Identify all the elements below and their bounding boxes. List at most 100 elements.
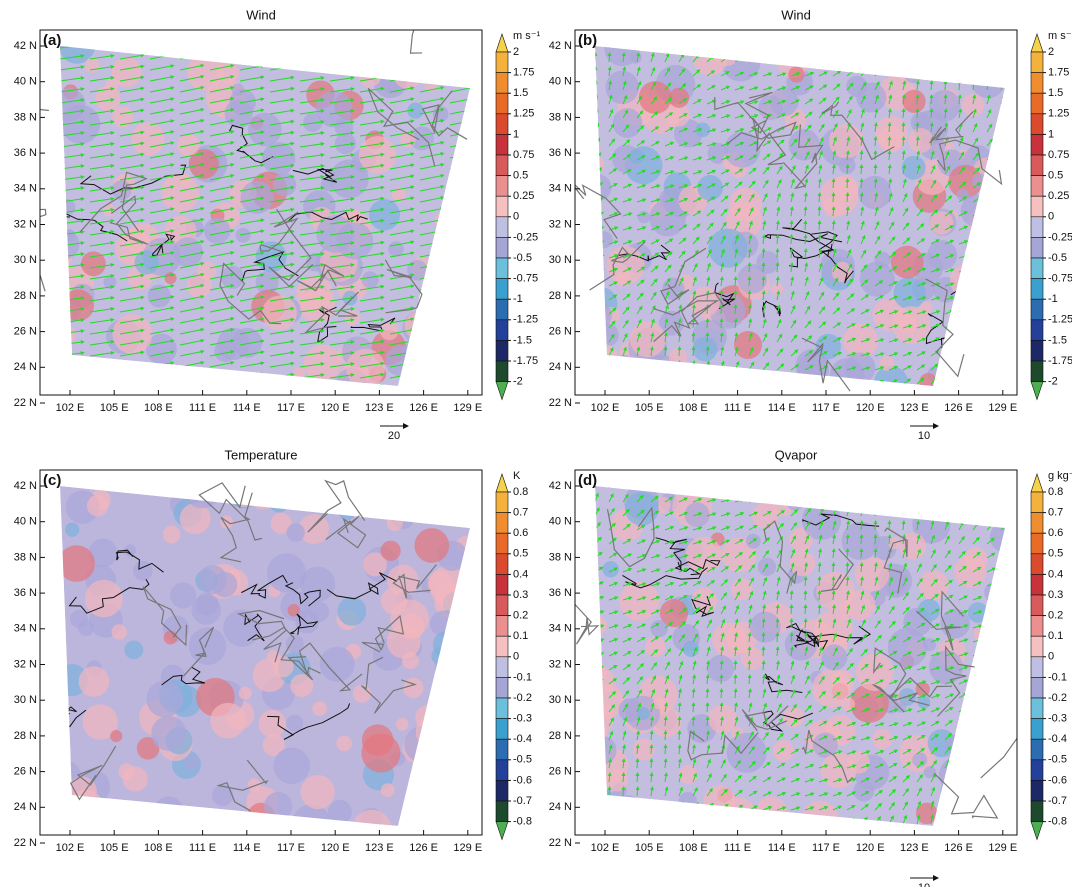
wind-vector (749, 661, 750, 670)
lat-label: 28 N (549, 290, 572, 302)
field-blob (381, 541, 401, 561)
lat-label: 22 N (549, 837, 572, 849)
wind-vector (651, 759, 652, 768)
lon-label: 129 E (988, 842, 1017, 854)
lon-label: 123 E (365, 842, 394, 854)
colorbar-label: 0.75 (513, 149, 534, 161)
field-blob (369, 199, 400, 230)
lon-label: 114 E (768, 842, 796, 854)
colorbar-band (496, 780, 508, 801)
colorbar-unit: K (513, 470, 521, 482)
field-blob (758, 558, 776, 576)
colorbar-triangle (496, 822, 508, 840)
field-blob (846, 76, 867, 97)
colorbar-band (496, 677, 508, 698)
lat-label: 24 N (14, 361, 37, 373)
colorbar-band (1031, 217, 1043, 238)
wind-vector (819, 207, 820, 216)
colorbar-label: 2 (513, 46, 519, 58)
colorbar-label: -0.5 (513, 252, 532, 264)
wind-vector (903, 123, 904, 132)
lat-label: 38 N (549, 551, 572, 563)
field-blob (173, 237, 203, 267)
colorbar-band (496, 93, 508, 114)
colorbar-band (1031, 698, 1043, 719)
lat-label: 36 N (549, 147, 572, 159)
field-blob (697, 175, 723, 201)
lon-label: 126 E (944, 402, 973, 414)
lat-label: 22 N (14, 837, 37, 849)
colorbar-band (496, 196, 508, 217)
lat-label: 28 N (14, 290, 37, 302)
lat-label: 42 N (14, 480, 37, 492)
colorbar-triangle (1031, 34, 1043, 52)
colorbar-band (496, 155, 508, 176)
field-blob (111, 624, 126, 639)
lat-label: 42 N (549, 40, 572, 52)
field-blob (752, 502, 778, 528)
field-blob (387, 624, 421, 658)
lat-label: 36 N (14, 147, 37, 159)
wind-vector (623, 773, 624, 782)
field-blob (381, 783, 395, 797)
field-blob (613, 108, 643, 138)
lon-label: 105 E (100, 402, 129, 414)
wind-vector (721, 689, 722, 698)
field-blob (693, 337, 718, 362)
lat-label: 24 N (549, 801, 572, 813)
wind-vector (749, 647, 750, 656)
colorbar-label: -0.75 (513, 273, 538, 285)
field-blob (821, 644, 847, 670)
colorbar-label: -0.2 (513, 692, 532, 704)
colorbar-band (1031, 52, 1043, 73)
lon-label: 126 E (409, 402, 438, 414)
colorbar-band (1031, 196, 1043, 217)
colorbar-band (496, 176, 508, 197)
field-blob (337, 736, 352, 751)
colorbar-label: 1.5 (1048, 87, 1063, 99)
wind-vector (735, 291, 736, 300)
field-blob (683, 641, 699, 657)
colorbar-band (1031, 155, 1043, 176)
field-blob (727, 733, 767, 773)
field-blob (964, 547, 988, 571)
lon-label: 129 E (453, 842, 482, 854)
field-blob (217, 61, 239, 83)
lat-label: 30 N (14, 694, 37, 706)
field-blob (858, 176, 891, 209)
colorbar-band (496, 52, 508, 73)
field-blob (146, 681, 183, 718)
wind-vector (805, 591, 806, 600)
colorbar-label: 1.75 (513, 67, 534, 79)
field-blob (638, 211, 650, 223)
colorbar-label: 0.8 (513, 486, 528, 498)
field-blob (58, 545, 95, 582)
lon-label: 102 E (56, 402, 85, 414)
lon-label: 108 E (144, 842, 173, 854)
colorbar-label: 0.2 (513, 610, 528, 622)
colorbar-band (1031, 739, 1043, 760)
colorbar-label: 0.1 (513, 630, 528, 642)
wind-vector (665, 731, 666, 740)
field-blob (123, 766, 148, 791)
colorbar-label: -0.6 (513, 774, 532, 786)
wind-vector (651, 745, 652, 754)
figure: 42 N40 N38 N36 N34 N32 N30 N28 N26 N24 N… (0, 0, 1072, 887)
wind-vector (833, 563, 834, 572)
colorbar-band (1031, 361, 1043, 382)
colorbar-label: -0.4 (513, 733, 532, 745)
field-blob (650, 620, 667, 637)
lat-label: 36 N (549, 587, 572, 599)
lat-label: 40 N (549, 516, 572, 528)
lon-label: 120 E (856, 402, 885, 414)
lat-label: 40 N (14, 516, 37, 528)
lat-label: 26 N (14, 766, 37, 778)
colorbar-label: -0.3 (1048, 713, 1067, 725)
lon-label: 108 E (679, 402, 708, 414)
colorbar-label: 0.5 (1048, 170, 1063, 182)
wind-vector (777, 619, 778, 628)
wind-vector (875, 535, 876, 544)
wind-vector (889, 137, 890, 146)
panel: 42 N40 N38 N36 N34 N32 N30 N28 N26 N24 N… (549, 447, 1072, 887)
colorbar-label: 0.3 (513, 589, 528, 601)
